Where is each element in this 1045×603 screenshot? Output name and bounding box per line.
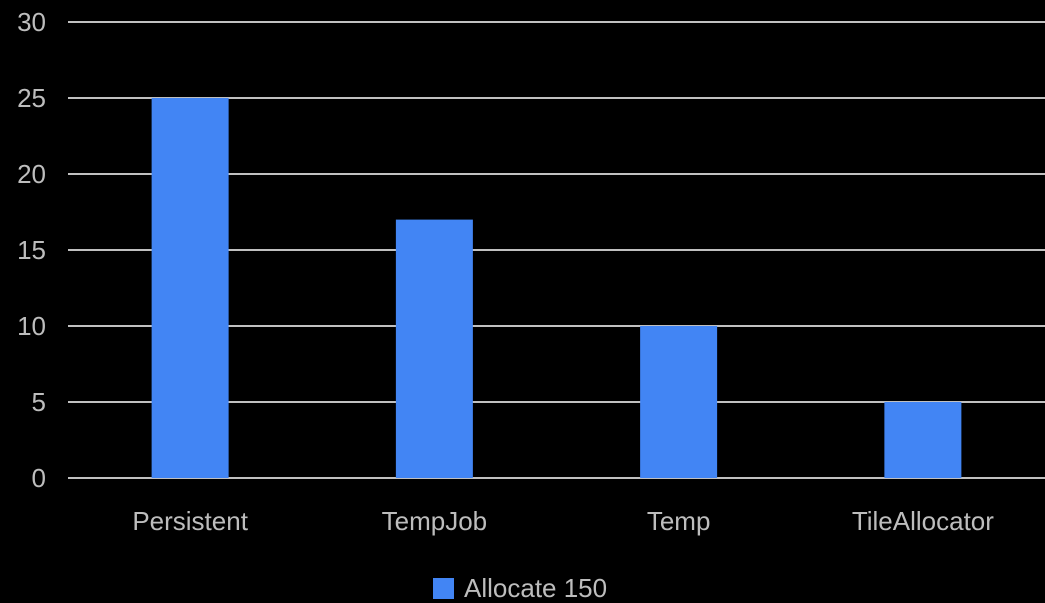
gridlines [68, 21, 1045, 479]
x-category-label: TileAllocator [852, 506, 994, 536]
y-tick-label: 5 [32, 387, 46, 417]
legend-swatch [433, 578, 454, 599]
bar-temp [640, 326, 718, 478]
y-tick-label: 30 [17, 7, 46, 37]
y-tick-label: 0 [32, 463, 46, 493]
y-tick-label: 10 [17, 311, 46, 341]
legend-label: Allocate 150 [464, 573, 607, 603]
x-category-label: TempJob [382, 506, 488, 536]
bar-series [151, 98, 962, 478]
x-category-label: Temp [647, 506, 711, 536]
y-tick-label: 20 [17, 159, 46, 189]
bar-tileallocator [884, 402, 962, 478]
bar-persistent [151, 98, 229, 478]
bar-tempjob [395, 219, 473, 478]
y-tick-label: 15 [17, 235, 46, 265]
y-tick-label: 25 [17, 83, 46, 113]
x-category-label: Persistent [132, 506, 248, 536]
y-axis-tick-labels: 0 5 10 15 20 25 30 [17, 7, 46, 493]
legend: Allocate 150 [433, 573, 607, 603]
x-axis-category-labels: Persistent TempJob Temp TileAllocator [132, 506, 994, 536]
